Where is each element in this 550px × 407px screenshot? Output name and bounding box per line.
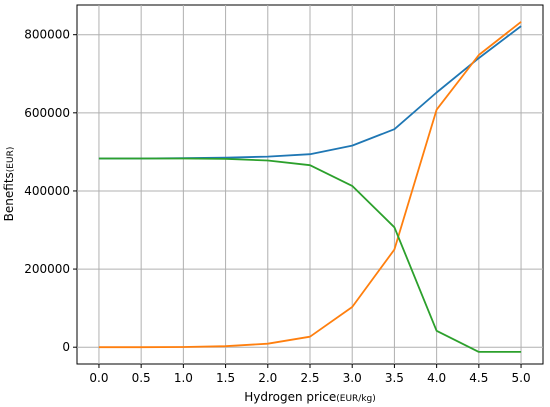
y-axis-label-unit: (EUR) [6, 147, 16, 173]
y-tick-label: 0 [62, 340, 70, 354]
y-tick-label: 200000 [24, 262, 70, 276]
x-tick-label: 2.5 [300, 371, 319, 385]
y-tick-label: 400000 [24, 184, 70, 198]
x-axis-label: Hydrogen price(EUR/kg) [244, 390, 376, 404]
x-tick-label: 4.5 [469, 371, 488, 385]
y-axis-label-text: Benefits [2, 172, 16, 221]
x-axis-label-unit: (EUR/kg) [336, 394, 376, 404]
x-tick-label: 5.0 [512, 371, 531, 385]
x-tick-label: 2.0 [258, 371, 277, 385]
x-tick-label: 4.0 [427, 371, 446, 385]
x-tick-label: 1.5 [216, 371, 235, 385]
x-tick-label: 3.0 [343, 371, 362, 385]
x-axis-label-text: Hydrogen price [244, 390, 336, 404]
y-tick-label: 600000 [24, 106, 70, 120]
y-tick-label: 800000 [24, 28, 70, 42]
series-lines [98, 21, 522, 353]
x-axis-ticks: 0.0 0.5 1.0 1.5 2.0 2.5 3.0 3.5 4.0 4.5 5.0 [89, 364, 531, 385]
x-tick-label: 3.5 [385, 371, 404, 385]
series-line-2 [98, 21, 522, 349]
x-tick-label: 0.5 [132, 371, 151, 385]
y-axis-label: Benefits(EUR) [2, 147, 16, 222]
series-line-3 [98, 157, 522, 353]
grid [77, 5, 543, 364]
x-tick-label: 0.0 [89, 371, 108, 385]
y-axis-ticks: 0 200000 400000 600000 800000 [24, 28, 77, 354]
x-tick-label: 1.0 [174, 371, 193, 385]
